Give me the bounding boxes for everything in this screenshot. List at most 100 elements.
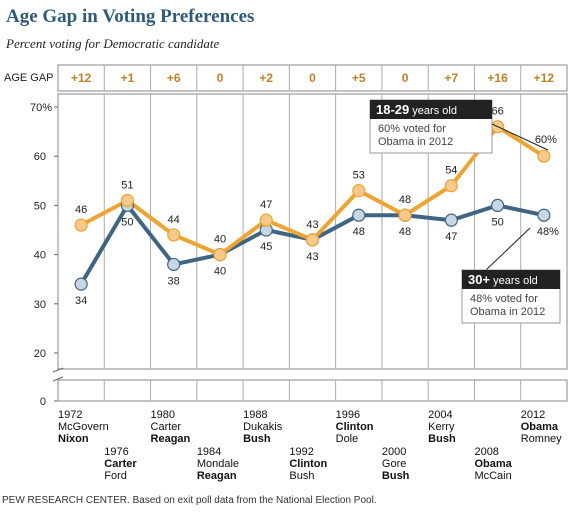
data-point-young bbox=[537, 149, 551, 163]
age-gap-value: +12 bbox=[71, 71, 92, 85]
data-label-older: 48 bbox=[399, 226, 411, 238]
chart-subtitle: Percent voting for Democratic candidate bbox=[5, 36, 219, 51]
election-year: 1996 bbox=[336, 409, 360, 421]
y-tick-label: 20 bbox=[34, 348, 46, 360]
data-label-older: 48% bbox=[537, 226, 559, 238]
callout-text: Obama in 2012 bbox=[470, 306, 545, 318]
data-label-young: 54 bbox=[445, 165, 457, 177]
data-point-older bbox=[74, 277, 88, 291]
axis-break bbox=[52, 376, 64, 382]
callout-header bbox=[370, 100, 492, 119]
y-tick-label: 50 bbox=[34, 200, 46, 212]
data-point-young bbox=[120, 193, 135, 208]
candidate-name: Mondale bbox=[197, 458, 239, 470]
data-point-young bbox=[352, 184, 366, 198]
election-year: 1980 bbox=[151, 409, 175, 421]
plot-box bbox=[57, 93, 568, 370]
data-label-older: 38 bbox=[168, 275, 180, 287]
data-point-young bbox=[74, 218, 88, 232]
data-point-young bbox=[398, 208, 412, 222]
age-gap-value: +6 bbox=[167, 71, 181, 85]
data-point-older bbox=[490, 198, 505, 212]
data-label-young: 46 bbox=[75, 204, 87, 216]
y-axis: 0 20 30 40 50 60 70% bbox=[30, 102, 58, 408]
candidate-name: Bush bbox=[243, 433, 271, 445]
footer-source: PEW RESEARCH CENTER. Based on exit poll … bbox=[2, 495, 377, 506]
candidate-name: Clinton bbox=[336, 421, 374, 433]
data-label-young: 44 bbox=[168, 214, 180, 226]
data-label-older: 45 bbox=[260, 241, 272, 253]
age-gap-value: 0 bbox=[217, 71, 224, 85]
data-label-young: 51 bbox=[121, 179, 133, 191]
chart-title: Age Gap in Voting Preferences bbox=[6, 6, 254, 27]
candidate-name: Bush bbox=[289, 470, 314, 482]
age-gap-value: 0 bbox=[309, 71, 316, 85]
election-year: 1972 bbox=[58, 409, 82, 421]
age-gap-value: +5 bbox=[352, 71, 366, 85]
election-year: 2012 bbox=[521, 409, 545, 421]
election-year: 2000 bbox=[382, 446, 406, 458]
data-point-older bbox=[444, 213, 458, 227]
candidate-name: Gore bbox=[382, 458, 406, 470]
candidate-name: Reagan bbox=[151, 433, 191, 445]
candidate-name: Carter bbox=[151, 421, 182, 433]
data-label-older: 43 bbox=[306, 251, 318, 263]
zero-band-box bbox=[57, 379, 568, 402]
age-gap-value: +12 bbox=[534, 71, 555, 85]
data-label-young: 48 bbox=[399, 194, 411, 206]
data-label-older: 50 bbox=[121, 216, 133, 228]
candidate-name: Bush bbox=[428, 433, 456, 445]
callout-text: 48% voted for bbox=[470, 293, 538, 305]
series-points bbox=[74, 120, 551, 291]
data-label-older: 48 bbox=[353, 226, 365, 238]
callout-pointer bbox=[485, 227, 531, 271]
data-label-young: 40 bbox=[214, 234, 226, 246]
candidate-name: Kerry bbox=[428, 421, 455, 433]
y-tick-label: 70% bbox=[30, 102, 52, 114]
callout-title: 30+ years old bbox=[468, 272, 538, 287]
age-gap-value: +1 bbox=[121, 71, 135, 85]
callout-title: 18-29 years old bbox=[376, 102, 457, 117]
age-gap-row-label: AGE GAP bbox=[4, 72, 54, 84]
axis-break bbox=[52, 367, 64, 373]
data-label-older: 40 bbox=[214, 266, 226, 278]
election-year: 1992 bbox=[289, 446, 313, 458]
y-tick-label: 0 bbox=[40, 396, 46, 408]
data-point-older bbox=[167, 257, 181, 272]
data-label-young: 43 bbox=[306, 219, 318, 231]
data-label-young: 53 bbox=[353, 170, 365, 182]
data-point-young bbox=[213, 248, 227, 262]
data-label-young: 66 bbox=[491, 106, 503, 118]
age-gap-value: 0 bbox=[402, 71, 409, 85]
callout-title-suffix: years old bbox=[409, 105, 457, 117]
election-labels: 1972McGovernNixon1976CarterFord1980Carte… bbox=[58, 409, 562, 482]
candidate-name: Nixon bbox=[58, 433, 89, 445]
data-label-older: 34 bbox=[75, 295, 87, 307]
data-point-young bbox=[305, 233, 320, 247]
election-year: 2008 bbox=[474, 446, 498, 458]
candidate-name: McGovern bbox=[58, 421, 109, 433]
candidate-name: Reagan bbox=[197, 470, 237, 482]
election-year: 1976 bbox=[104, 446, 128, 458]
age-gap-values: +12 +1 +6 0 +2 0 +5 0 +7 +16 +12 bbox=[71, 71, 554, 85]
election-year: 1988 bbox=[243, 409, 267, 421]
candidate-name: Obama bbox=[521, 421, 559, 433]
candidate-name: Romney bbox=[521, 433, 562, 445]
election-year: 2004 bbox=[428, 409, 452, 421]
y-tick-label: 30 bbox=[34, 299, 46, 311]
data-label-young: 60% bbox=[535, 134, 557, 146]
point-labels: 46 51 44 40 47 43 53 48 54 66 60% 34 50 38 40 45 43 48 48 4… bbox=[75, 106, 559, 307]
candidate-name: Clinton bbox=[289, 458, 327, 470]
age-gap-value: +7 bbox=[444, 71, 458, 85]
age-gap-value: +16 bbox=[487, 71, 508, 85]
callout-text: Obama in 2012 bbox=[378, 136, 453, 148]
callout-pointer bbox=[491, 123, 549, 151]
data-point-older bbox=[352, 208, 366, 222]
candidate-name: Obama bbox=[474, 458, 512, 470]
data-label-young: 47 bbox=[260, 199, 272, 211]
data-point-young bbox=[444, 179, 458, 193]
data-label-older: 50 bbox=[491, 216, 503, 228]
y-tick-label: 60 bbox=[34, 151, 46, 163]
